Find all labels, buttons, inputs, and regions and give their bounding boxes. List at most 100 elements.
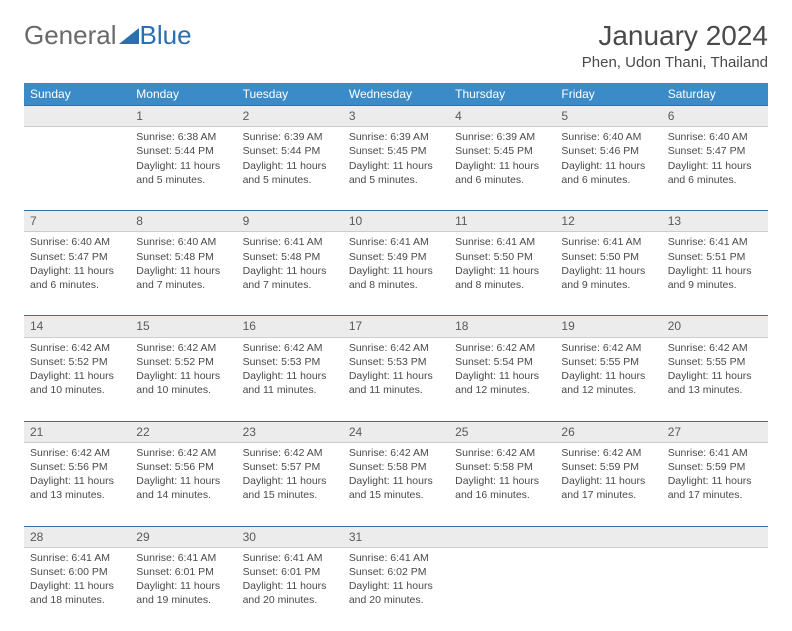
day-number: 16 [237, 316, 343, 336]
calendar-daynum-cell: 23 [237, 421, 343, 442]
calendar-day-cell: Sunrise: 6:42 AMSunset: 5:58 PMDaylight:… [343, 442, 449, 526]
calendar-day-cell: Sunrise: 6:42 AMSunset: 5:56 PMDaylight:… [24, 442, 130, 526]
calendar-header-cell: Thursday [449, 83, 555, 106]
daylight-text: Daylight: 11 hours and 20 minutes. [349, 579, 443, 607]
day-number: 26 [555, 422, 661, 442]
sunset-text: Sunset: 5:44 PM [136, 144, 230, 158]
logo: General Blue [24, 20, 192, 51]
daylight-text: Daylight: 11 hours and 18 minutes. [30, 579, 124, 607]
daylight-text: Daylight: 11 hours and 10 minutes. [136, 369, 230, 397]
daylight-text: Daylight: 11 hours and 15 minutes. [243, 474, 337, 502]
day-content: Sunrise: 6:41 AMSunset: 6:01 PMDaylight:… [237, 548, 343, 614]
calendar-day-cell: Sunrise: 6:42 AMSunset: 5:54 PMDaylight:… [449, 337, 555, 421]
day-number: 10 [343, 211, 449, 231]
daylight-text: Daylight: 11 hours and 5 minutes. [349, 159, 443, 187]
calendar-daynum-cell: 19 [555, 316, 661, 337]
calendar-day-cell [662, 547, 768, 631]
day-content: Sunrise: 6:42 AMSunset: 5:55 PMDaylight:… [555, 338, 661, 404]
calendar-header-cell: Wednesday [343, 83, 449, 106]
sunrise-text: Sunrise: 6:41 AM [561, 235, 655, 249]
sunrise-text: Sunrise: 6:39 AM [349, 130, 443, 144]
sunrise-text: Sunrise: 6:42 AM [243, 341, 337, 355]
sunrise-text: Sunrise: 6:40 AM [668, 130, 762, 144]
daylight-text: Daylight: 11 hours and 9 minutes. [668, 264, 762, 292]
sunset-text: Sunset: 5:47 PM [30, 250, 124, 264]
sunset-text: Sunset: 5:58 PM [455, 460, 549, 474]
day-number: 1 [130, 106, 236, 126]
calendar-daynum-cell: 20 [662, 316, 768, 337]
day-content: Sunrise: 6:42 AMSunset: 5:55 PMDaylight:… [662, 338, 768, 404]
calendar-day-cell: Sunrise: 6:39 AMSunset: 5:45 PMDaylight:… [449, 127, 555, 211]
day-number: 18 [449, 316, 555, 336]
day-number: 5 [555, 106, 661, 126]
daylight-text: Daylight: 11 hours and 16 minutes. [455, 474, 549, 502]
calendar-day-cell: Sunrise: 6:39 AMSunset: 5:45 PMDaylight:… [343, 127, 449, 211]
sunrise-text: Sunrise: 6:42 AM [668, 341, 762, 355]
day-content [555, 548, 661, 608]
calendar-day-cell: Sunrise: 6:42 AMSunset: 5:52 PMDaylight:… [24, 337, 130, 421]
day-content: Sunrise: 6:39 AMSunset: 5:45 PMDaylight:… [449, 127, 555, 193]
calendar-day-cell: Sunrise: 6:41 AMSunset: 5:50 PMDaylight:… [555, 232, 661, 316]
calendar-daynum-cell: 30 [237, 526, 343, 547]
sunrise-text: Sunrise: 6:42 AM [243, 446, 337, 460]
calendar-daynum-cell: 16 [237, 316, 343, 337]
day-number: 8 [130, 211, 236, 231]
day-content [662, 548, 768, 608]
calendar-daynum-row: 21222324252627 [24, 421, 768, 442]
sunrise-text: Sunrise: 6:42 AM [30, 341, 124, 355]
calendar-daynum-cell: 10 [343, 211, 449, 232]
calendar-header-cell: Saturday [662, 83, 768, 106]
daylight-text: Daylight: 11 hours and 11 minutes. [243, 369, 337, 397]
sunset-text: Sunset: 5:50 PM [455, 250, 549, 264]
calendar-table: SundayMondayTuesdayWednesdayThursdayFrid… [24, 83, 768, 631]
day-number: 27 [662, 422, 768, 442]
day-number: 2 [237, 106, 343, 126]
day-number [449, 527, 555, 531]
day-number: 24 [343, 422, 449, 442]
day-number [24, 106, 130, 110]
day-content [24, 127, 130, 187]
calendar-daynum-cell: 4 [449, 106, 555, 127]
calendar-daynum-cell: 13 [662, 211, 768, 232]
calendar-content-row: Sunrise: 6:41 AMSunset: 6:00 PMDaylight:… [24, 547, 768, 631]
day-content: Sunrise: 6:40 AMSunset: 5:46 PMDaylight:… [555, 127, 661, 193]
page-title: January 2024 [582, 20, 768, 52]
day-number [662, 527, 768, 531]
day-content: Sunrise: 6:41 AMSunset: 5:50 PMDaylight:… [449, 232, 555, 298]
sunset-text: Sunset: 5:53 PM [349, 355, 443, 369]
day-content: Sunrise: 6:40 AMSunset: 5:47 PMDaylight:… [662, 127, 768, 193]
sunset-text: Sunset: 5:52 PM [136, 355, 230, 369]
calendar-content-row: Sunrise: 6:40 AMSunset: 5:47 PM Daylight:… [24, 232, 768, 316]
sunset-text: Sunset: 5:59 PM [668, 460, 762, 474]
sunset-text: Sunset: 5:48 PM [136, 250, 230, 264]
sunset-text: Sunset: 5:44 PM [243, 144, 337, 158]
day-content: Sunrise: 6:42 AMSunset: 5:53 PMDaylight:… [237, 338, 343, 404]
sunset-text: Sunset: 5:45 PM [349, 144, 443, 158]
calendar-day-cell: Sunrise: 6:41 AMSunset: 6:01 PMDaylight:… [130, 547, 236, 631]
day-number: 29 [130, 527, 236, 547]
calendar-day-cell: Sunrise: 6:41 AMSunset: 5:51 PMDaylight:… [662, 232, 768, 316]
calendar-day-cell: Sunrise: 6:41 AMSunset: 6:02 PMDaylight:… [343, 547, 449, 631]
daylight-text: Daylight: 11 hours and 11 minutes. [349, 369, 443, 397]
sunrise-text: Sunrise: 6:42 AM [349, 341, 443, 355]
sunset-text: Sunset: 6:02 PM [349, 565, 443, 579]
sunrise-text: Sunrise: 6:41 AM [349, 551, 443, 565]
sunrise-text: Sunrise: 6:42 AM [455, 341, 549, 355]
day-number: 3 [343, 106, 449, 126]
sunrise-text: Sunrise: 6:42 AM [455, 446, 549, 460]
calendar-header-cell: Friday [555, 83, 661, 106]
day-number: 15 [130, 316, 236, 336]
day-number: 13 [662, 211, 768, 231]
calendar-day-cell [24, 127, 130, 211]
header: General Blue January 2024 Phen, Udon Tha… [24, 20, 768, 71]
day-content: Sunrise: 6:41 AMSunset: 5:50 PMDaylight:… [555, 232, 661, 298]
day-content: Sunrise: 6:41 AMSunset: 6:02 PMDaylight:… [343, 548, 449, 614]
calendar-daynum-cell: 29 [130, 526, 236, 547]
sunrise-text: Sunrise: 6:40 AM [561, 130, 655, 144]
day-number: 23 [237, 422, 343, 442]
day-content: Sunrise: 6:39 AMSunset: 5:45 PMDaylight:… [343, 127, 449, 193]
calendar-day-cell: Sunrise: 6:42 AMSunset: 5:56 PMDaylight:… [130, 442, 236, 526]
day-number: 14 [24, 316, 130, 336]
daylight-text: Daylight: 11 hours and 6 minutes. [561, 159, 655, 187]
sunrise-text: Sunrise: 6:40 AM [30, 235, 124, 249]
